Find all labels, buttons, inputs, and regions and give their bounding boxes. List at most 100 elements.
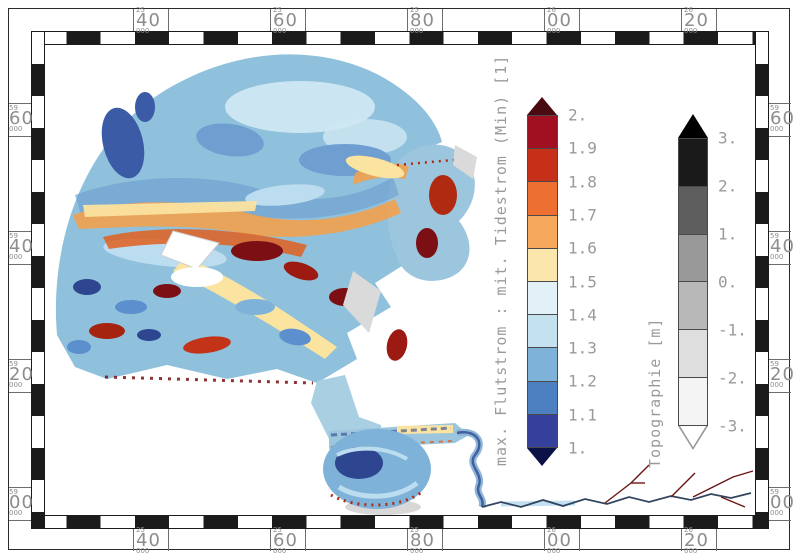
topo-legend-segment [679, 377, 707, 425]
grid-tick [168, 9, 169, 31]
grid-tick [579, 9, 580, 31]
axis-tick-label-left: 59 20 000 [9, 360, 34, 389]
flow-legend-tick-label: 1.1 [568, 405, 597, 425]
flow-legend-bar [527, 115, 558, 448]
grid-tick [769, 487, 791, 488]
axis-tick-label-right: 59 40 000 [770, 232, 795, 261]
topo-legend-segment [679, 233, 707, 282]
grid-tick [769, 359, 791, 360]
flow-legend-segment [528, 347, 557, 381]
grid-tick [769, 264, 791, 265]
topo-legend-lower-pointer-fill [680, 426, 706, 447]
axis-tick-label-top: 26 00 000 [547, 6, 572, 35]
axis-tick-label-top: 25 80 000 [410, 6, 435, 35]
topo-legend-segment [679, 139, 707, 186]
flow-legend-segment [528, 314, 557, 348]
flow-legend-tick-label: 1.2 [568, 371, 597, 391]
axis-tick-label-right: 59 20 000 [770, 360, 795, 389]
axis-tick-label-top: 26 20 000 [684, 6, 709, 35]
grid-tick [769, 103, 791, 104]
grid-tick [442, 9, 443, 31]
grid-tick [681, 529, 682, 551]
grid-tick [716, 9, 717, 31]
grid-tick [681, 9, 682, 31]
flow-legend-upper-pointer [527, 97, 557, 115]
grid-tick [9, 359, 31, 360]
grid-tick [769, 231, 791, 232]
axis-tick-label-right: 59 00 000 [770, 488, 795, 517]
grid-tick [9, 520, 31, 521]
flow-legend-tick-label: 1. [568, 438, 588, 458]
flow-legend-segment [528, 116, 557, 149]
axis-tick-label-left: 59 00 000 [9, 488, 34, 517]
axis-tick-label-bottom: 25 40 000 [136, 526, 161, 555]
flow-legend-tick-label: 1.9 [568, 138, 597, 158]
frame-checker-right [755, 31, 769, 529]
topo-legend-tick-label: 3. [718, 128, 738, 148]
topo-legend-segment [679, 281, 707, 330]
topo-legend-segment [679, 329, 707, 378]
islands-and-fringes [160, 145, 477, 333]
flow-legend-lower-pointer [527, 448, 557, 466]
grid-tick [270, 9, 271, 31]
grid-tick [305, 529, 306, 551]
flow-legend-title: max. Flutstrom : mit. Tidestrom (Min) [1… [492, 54, 510, 466]
topo-legend-tick-label: 2. [718, 176, 738, 196]
flow-legend-segment [528, 181, 557, 215]
flow-legend-tick-label: 1.8 [568, 172, 597, 192]
axis-tick-label-top: 25 40 000 [136, 6, 161, 35]
topo-legend-tick-label: -1. [718, 320, 747, 340]
topo-legend-upper-pointer [678, 114, 708, 138]
grid-tick [9, 103, 31, 104]
axis-tick-label-bottom: 25 60 000 [273, 526, 298, 555]
grid-tick [9, 231, 31, 232]
topo-legend-tick-label: -3. [718, 416, 747, 436]
topo-legend-tick-label: -2. [718, 368, 747, 388]
estuary-map [55, 54, 754, 515]
flow-legend-tick-label: 1.4 [568, 305, 597, 325]
topo-legend-tick-label: 0. [718, 272, 738, 292]
grid-tick [442, 529, 443, 551]
grid-tick [544, 529, 545, 551]
frame-checker-left [31, 31, 45, 529]
grid-tick [407, 9, 408, 31]
axis-tick-label-bottom: 26 20 000 [684, 526, 709, 555]
grid-tick [769, 520, 791, 521]
flow-legend-tick-label: 1.5 [568, 272, 597, 291]
axis-tick-label-left: 59 60 000 [9, 104, 34, 133]
grid-tick [133, 9, 134, 31]
grid-tick [305, 9, 306, 31]
bay-and-channels [311, 375, 469, 515]
axis-tick-label-bottom: 26 00 000 [547, 526, 572, 555]
flow-legend-segment [528, 247, 557, 282]
axis-tick-label-right: 59 60 000 [770, 104, 795, 133]
flow-legend-tick-label: 1.3 [568, 338, 597, 358]
grid-tick [9, 264, 31, 265]
topo-legend-tick-label: 1. [718, 224, 738, 244]
flow-legend-segment [528, 214, 557, 248]
grid-tick [270, 529, 271, 551]
flow-legend-tick-label: 2. [568, 105, 588, 125]
grid-tick [716, 529, 717, 551]
grid-tick [769, 392, 791, 393]
axis-tick-label-bottom: 25 80 000 [410, 526, 435, 555]
flow-legend-segment [528, 148, 557, 182]
grid-tick [544, 9, 545, 31]
grid-tick [9, 392, 31, 393]
grid-tick [133, 529, 134, 551]
topo-legend-bar [678, 138, 708, 426]
grid-tick [9, 136, 31, 137]
flow-legend-tick-label: 1.7 [568, 205, 597, 225]
river-and-tributaries [456, 428, 754, 509]
flow-legend-segment [528, 281, 557, 315]
topo-legend-title: Topographie [m] [646, 317, 664, 468]
grid-tick [9, 487, 31, 488]
flow-legend-tick-label: 1.6 [568, 238, 597, 258]
grid-tick [579, 529, 580, 551]
grid-tick [769, 136, 791, 137]
grid-tick [407, 529, 408, 551]
topo-legend-segment [679, 185, 707, 234]
outer-border [8, 8, 790, 550]
grid-tick [168, 529, 169, 551]
